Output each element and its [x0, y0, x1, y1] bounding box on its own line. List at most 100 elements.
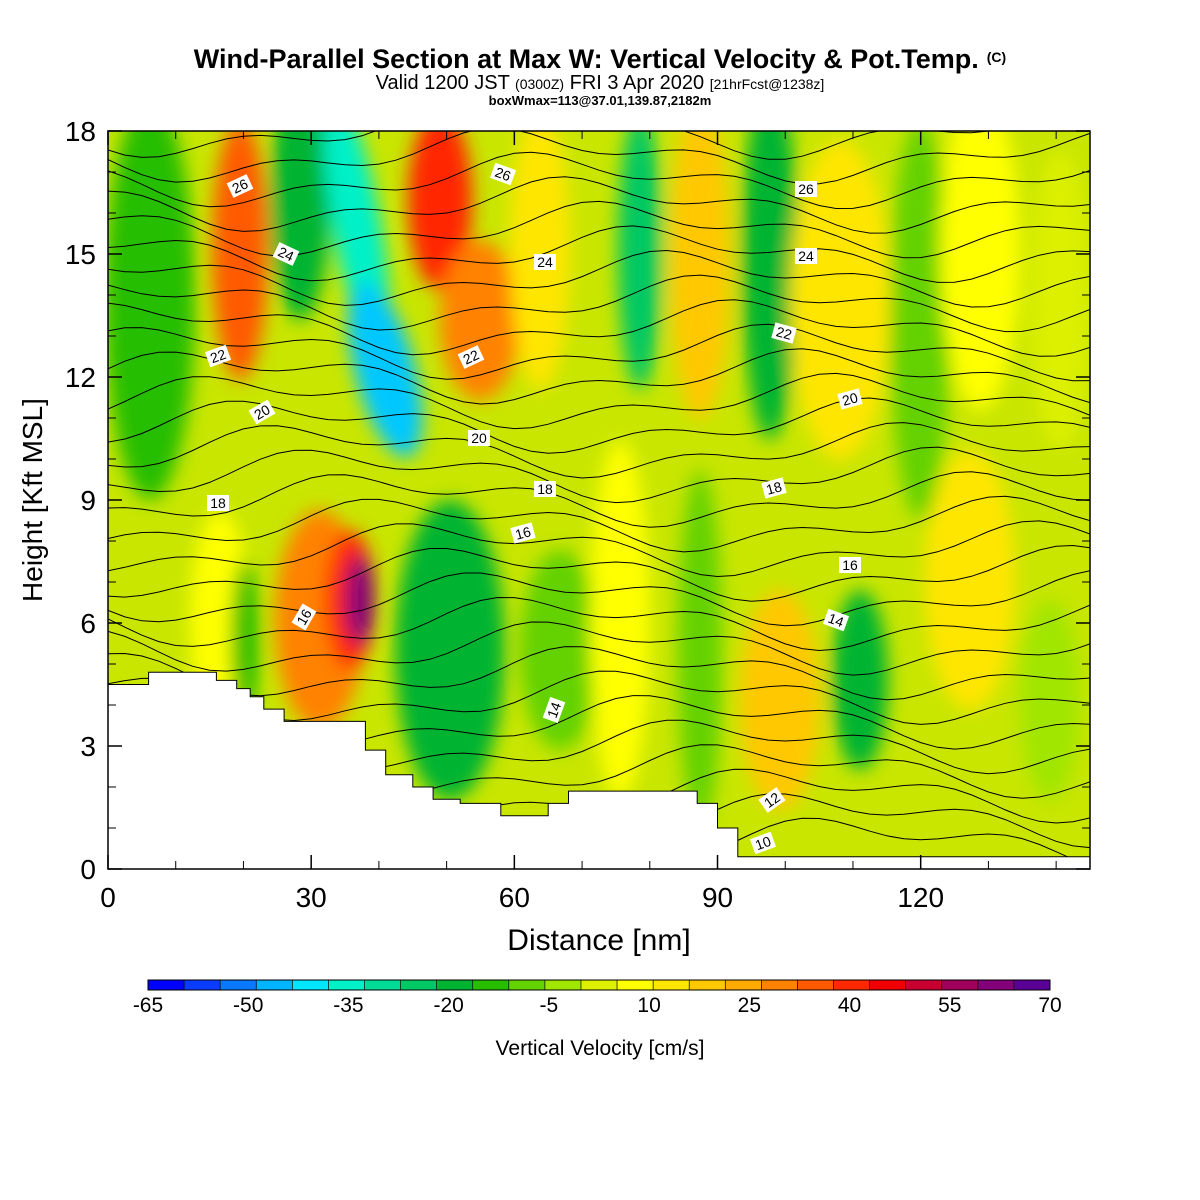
colorbar-swatch	[400, 980, 438, 990]
theta-contour-line	[108, 249, 1090, 308]
colorbar-tick-label: 10	[637, 994, 660, 1017]
svg-text:18: 18	[764, 478, 783, 498]
y-tick-label: 0	[80, 854, 96, 885]
colorbar-tick-label: -20	[433, 994, 463, 1017]
contour-label: 22	[771, 322, 797, 344]
theta-contour-line	[108, 274, 1090, 333]
svg-text:22: 22	[208, 346, 228, 366]
colorbar-tick-label: -5	[540, 994, 559, 1017]
theta-contour-line	[108, 495, 1090, 553]
contour-label: 18	[207, 495, 229, 511]
theta-contour-line	[108, 299, 1090, 357]
contour-label: 16	[291, 603, 317, 631]
velocity-field: 10 12 14 14 16 16 16 18 18 18 20 20 20 22 22 22 24 24 24 26…	[108, 131, 1090, 869]
svg-text:24: 24	[798, 248, 814, 264]
theta-contour-line	[108, 446, 1090, 504]
contour-label: 20	[468, 430, 490, 446]
theta-contour-line	[108, 131, 1090, 185]
colorbar: -65 -50 -35 -20 -5 10 25 40 55 70	[133, 979, 1062, 1017]
colorbar-swatch	[472, 980, 510, 990]
colorbar-swatch	[364, 980, 402, 990]
svg-text:16: 16	[513, 523, 532, 543]
contour-label: 20	[248, 399, 276, 425]
colorbar-tick-label: 25	[738, 994, 761, 1017]
svg-text:14: 14	[544, 700, 564, 720]
axes: 0 30 60 90 120 0 3 6 9 12 15 18 Distance [nm] Height …	[17, 116, 1090, 957]
colorbar-swatch	[977, 980, 1015, 990]
svg-text:20: 20	[840, 389, 859, 409]
theta-contour-labels: 10 12 14 14 16 16 16 18 18 18 20 20 20 22 22 22 24 24 24 26…	[204, 162, 863, 855]
theta-contour-line	[108, 372, 1090, 430]
colorbar-swatch	[148, 980, 185, 990]
svg-text:10: 10	[753, 833, 773, 853]
contour-label: 22	[457, 345, 485, 369]
contour-label: 22	[204, 344, 232, 368]
svg-text:26: 26	[230, 175, 251, 196]
y-tick-label: 12	[65, 362, 96, 393]
terrain-mask	[108, 671, 1090, 869]
theta-contour-line	[108, 596, 1090, 652]
x-tick-label: 30	[296, 882, 327, 913]
contour-label: 24	[795, 248, 817, 264]
theta-contour-line	[108, 176, 1090, 234]
contour-label: 12	[758, 787, 786, 813]
colorbar-swatch	[292, 980, 329, 990]
colorbar-swatch	[725, 980, 762, 990]
contour-label: 24	[534, 254, 556, 270]
theta-contour-line	[108, 200, 1090, 259]
colorbar-swatch	[689, 980, 726, 990]
colorbar-tick-label: 40	[838, 994, 861, 1017]
colorbar-swatch	[544, 980, 582, 990]
y-tick-label: 9	[80, 485, 96, 516]
theta-contour-line	[108, 471, 1090, 528]
colorbar-swatch	[1013, 980, 1051, 990]
colorbar-tick-label: -65	[133, 994, 163, 1017]
x-tick-label: 120	[897, 882, 944, 913]
y-tick-label: 18	[65, 116, 96, 147]
x-tick-label: 0	[100, 882, 116, 913]
colorbar-swatch	[833, 980, 871, 990]
colorbar-tick-label: 55	[938, 994, 961, 1017]
theta-contour-line	[108, 570, 1090, 627]
contour-label: 20	[837, 388, 863, 410]
colorbar-swatch	[508, 980, 546, 990]
theta-contour-line	[108, 323, 1090, 382]
colorbar-label: Vertical Velocity [cm/s]	[495, 1037, 705, 1060]
colorbar-tick-label: -35	[333, 994, 363, 1017]
y-axis-label: Height [Kft MSL]	[17, 398, 48, 602]
colorbar-swatch	[184, 980, 221, 990]
colorbar-swatch	[905, 980, 943, 990]
colorbar-swatch	[256, 980, 293, 990]
colorbar-swatch	[797, 980, 835, 990]
svg-text:22: 22	[774, 323, 793, 343]
contour-label: 26	[226, 174, 254, 198]
contour-label: 10	[749, 831, 777, 855]
theta-contour-line	[108, 225, 1090, 283]
y-tick-label: 6	[80, 608, 96, 639]
theta-contours	[108, 131, 1090, 869]
colorbar-swatch	[220, 980, 257, 990]
theta-contour-line	[108, 397, 1090, 454]
colorbar-swatch	[761, 980, 798, 990]
contour-label: 26	[795, 181, 817, 197]
theta-contour-line	[108, 151, 1090, 210]
colorbar-swatch	[328, 980, 365, 990]
theta-contour-line	[108, 348, 1090, 405]
theta-contour-line	[108, 131, 991, 160]
y-tick-label: 15	[65, 239, 96, 270]
contour-label: 14	[822, 608, 850, 632]
svg-text:16: 16	[842, 557, 858, 573]
theta-contour-line	[108, 646, 1090, 701]
contour-label: 24	[272, 242, 300, 266]
x-tick-label: 60	[499, 882, 530, 913]
theta-contour-line	[108, 621, 1090, 676]
y-tick-label: 3	[80, 731, 96, 762]
svg-text:26: 26	[798, 181, 814, 197]
svg-text:18: 18	[537, 481, 553, 497]
colorbar-swatch	[869, 980, 907, 990]
colorbar-swatch	[653, 980, 690, 990]
contour-label: 16	[510, 522, 536, 544]
svg-text:16: 16	[293, 606, 315, 628]
svg-text:26: 26	[493, 164, 513, 184]
